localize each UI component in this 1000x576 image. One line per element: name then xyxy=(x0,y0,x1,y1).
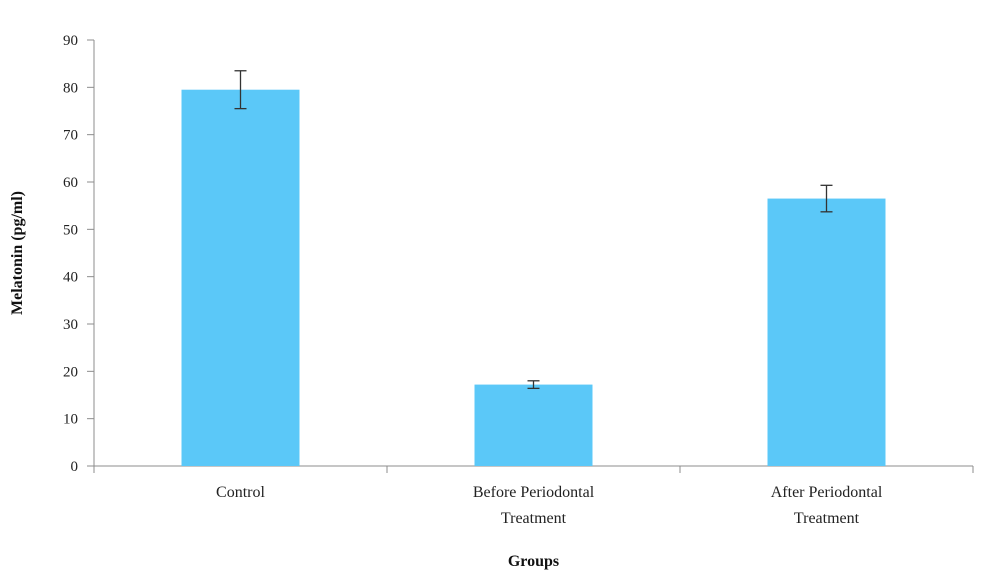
x-axis-title: Groups xyxy=(508,553,559,570)
y-tick-label: 30 xyxy=(63,317,78,333)
x-category-label: Before Periodontal xyxy=(473,484,595,501)
y-tick-label: 80 xyxy=(63,80,78,96)
x-category-label: Control xyxy=(216,484,265,501)
y-tick-label: 60 xyxy=(63,175,78,191)
y-tick-label: 10 xyxy=(63,412,78,428)
y-tick-label: 70 xyxy=(63,128,78,144)
y-tick-label: 90 xyxy=(63,33,78,49)
bars xyxy=(181,89,886,467)
y-axis-title: Melatonin (pg/ml) xyxy=(9,191,26,315)
error-bars xyxy=(234,70,833,390)
bar xyxy=(474,384,593,466)
x-category-label: After Periodontal xyxy=(771,484,883,501)
y-tick-label: 0 xyxy=(71,459,79,475)
y-tick-label: 40 xyxy=(63,270,78,286)
x-category-label: Treatment xyxy=(501,510,567,527)
x-category-label: Treatment xyxy=(794,510,860,527)
y-tick-label: 20 xyxy=(63,364,78,380)
bar xyxy=(767,198,886,467)
x-axis: Control Before Periodontal Treatment After … xyxy=(93,465,974,527)
y-axis: 0 10 20 30 40 50 60 70 80 90 xyxy=(63,33,95,475)
bar xyxy=(181,89,300,466)
y-tick-label: 50 xyxy=(63,222,78,238)
